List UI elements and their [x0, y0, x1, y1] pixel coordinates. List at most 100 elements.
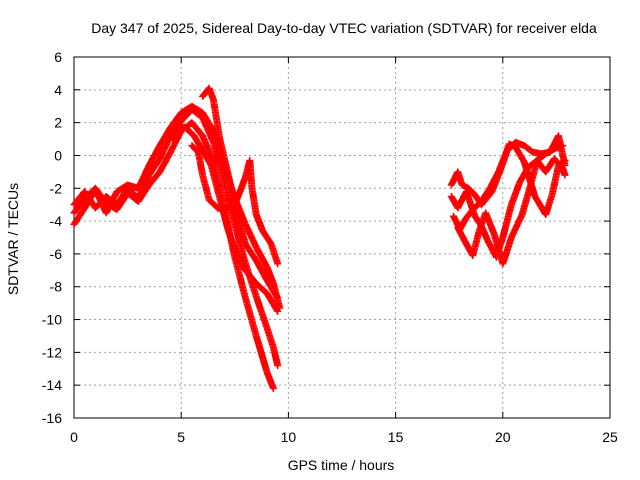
series-marker-group	[134, 163, 152, 192]
series-marker-group	[188, 119, 206, 139]
series-marker-group	[259, 227, 274, 247]
series-marker-group	[242, 220, 260, 250]
series-marker-end	[561, 171, 569, 179]
series-marker-group	[113, 191, 131, 214]
series-marker-group	[209, 138, 228, 184]
series-marker-group	[145, 156, 163, 179]
series-marker-group	[252, 211, 266, 234]
y-axis-title: SDTVAR / TECUs	[5, 183, 21, 295]
y-tick-label: -14	[42, 377, 62, 393]
y-tick-label: 2	[54, 115, 62, 131]
series-marker-end	[269, 384, 277, 392]
y-tick-label: 4	[54, 82, 62, 98]
series-marker-group	[224, 171, 241, 217]
x-tick-label: 0	[70, 429, 78, 445]
series-marker-group	[242, 294, 260, 338]
series-marker-group	[252, 332, 270, 375]
series-marker-group	[199, 109, 217, 134]
series-marker-group	[177, 107, 195, 125]
axis-ticks	[73, 56, 611, 419]
series-marker-group	[216, 194, 232, 233]
series-marker-group	[233, 250, 249, 273]
x-tick-label: 10	[281, 429, 297, 445]
series-marker-group	[167, 110, 184, 132]
y-tick-label: -16	[42, 410, 62, 426]
y-tick-label: -10	[42, 312, 62, 328]
series-marker-group	[231, 253, 249, 301]
series-marker-group	[134, 182, 152, 205]
series-marker-group	[252, 243, 270, 270]
series-marker-group	[252, 279, 270, 296]
series-marker-end	[274, 361, 282, 369]
series-marker-group	[188, 102, 205, 116]
series-marker-group	[91, 184, 109, 206]
series-marker-group	[548, 163, 562, 199]
series-marker-group	[512, 143, 527, 165]
series-marker-group	[207, 161, 223, 201]
series-marker-group	[70, 189, 88, 209]
series-marker-group	[469, 198, 484, 214]
series-track-4	[188, 142, 282, 268]
series-marker-group	[242, 240, 259, 263]
series-marker-group	[454, 224, 470, 247]
series-marker-group	[199, 147, 214, 168]
series-marker-group	[263, 368, 277, 391]
y-tick-label: -6	[50, 246, 63, 262]
series-marker-group	[555, 132, 569, 168]
series-marker-group	[252, 293, 270, 330]
series-marker-group	[550, 155, 566, 171]
series-marker-group	[156, 150, 174, 176]
series-marker-end	[274, 307, 282, 315]
series-marker-group	[167, 128, 184, 156]
series-marker-group	[507, 212, 525, 241]
series-track-3	[70, 119, 277, 392]
series-marker-group	[516, 164, 532, 186]
y-tick-label: -12	[42, 344, 62, 360]
x-tick-label: 5	[177, 429, 185, 445]
series-track-6	[199, 84, 282, 302]
x-tick-label: 15	[388, 429, 404, 445]
plot-frame	[73, 56, 611, 419]
x-axis-title: GPS time / hours	[288, 457, 395, 473]
series-marker-group	[70, 195, 88, 217]
series-marker-group	[477, 186, 493, 205]
series-marker-group	[495, 148, 510, 176]
series-marker-group	[216, 135, 232, 178]
series-marker-group	[233, 211, 249, 247]
y-tick-label: 0	[54, 147, 62, 163]
y-tick-label: -2	[50, 180, 63, 196]
series-marker-group	[252, 257, 270, 283]
series-marker-group	[224, 227, 240, 256]
series-marker-group	[231, 220, 249, 266]
series-marker-group	[145, 143, 163, 169]
y-tick-label: -8	[50, 279, 63, 295]
y-tick-label: -4	[50, 213, 63, 229]
series-marker-group	[242, 266, 259, 286]
series-marker-group	[462, 207, 476, 222]
series-marker-group	[188, 142, 201, 155]
series-marker-group	[190, 132, 206, 153]
series-marker-group	[263, 289, 281, 314]
series-marker-group	[199, 171, 213, 202]
series-marker-group	[482, 209, 498, 237]
series-marker-end	[274, 294, 282, 302]
series-marker-group	[205, 196, 221, 211]
series-marker-group	[499, 202, 515, 241]
series-marker-group	[145, 169, 163, 189]
series-marker-group	[263, 263, 277, 286]
series-marker-group	[499, 235, 515, 268]
x-tick-labels: 0 5 10 15 20 25	[70, 429, 618, 445]
series-marker-group	[263, 276, 281, 301]
series-track-5	[169, 122, 282, 315]
series-marker-group	[469, 229, 483, 259]
series-marker-group	[465, 184, 478, 198]
y-tick-labels: -16 -14 -12 -10 -8 -6 -4 -2 0 2 4 6	[42, 49, 62, 426]
series-marker-group	[263, 324, 277, 350]
series-marker-group	[156, 125, 174, 150]
chart-title: Day 347 of 2025, Sidereal Day-to-day VTE…	[91, 20, 597, 36]
series-marker-group	[507, 179, 523, 209]
series-marker-group	[182, 124, 197, 139]
series-marker-group	[209, 96, 223, 141]
